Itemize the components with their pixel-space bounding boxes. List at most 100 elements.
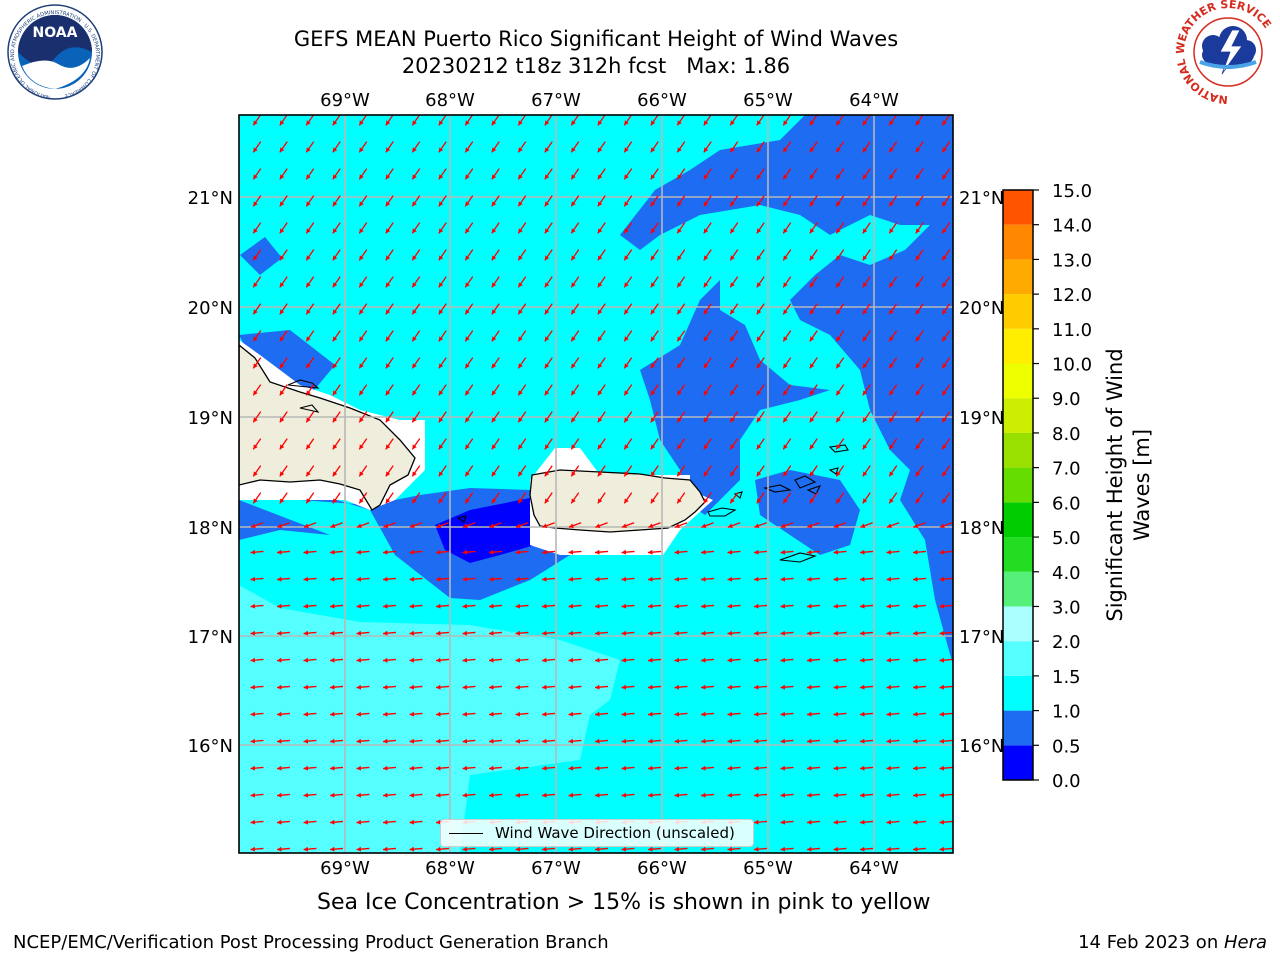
wave-direction-arrow: [915, 195, 924, 207]
wave-direction-arrow: [862, 465, 871, 477]
wave-direction-arrow: [676, 249, 686, 261]
wave-direction-arrow: [305, 115, 315, 126]
wave-direction-arrow: [279, 303, 288, 315]
wave-direction-arrow: [727, 738, 741, 744]
wave-direction-arrow: [621, 684, 635, 690]
colorbar-swatch: [1003, 467, 1033, 503]
wave-direction-arrow: [650, 438, 659, 450]
wave-direction-arrow: [385, 141, 394, 153]
wave-direction-arrow: [915, 384, 924, 396]
wave-direction-arrow: [462, 657, 476, 663]
wave-direction-arrow: [674, 846, 688, 852]
lon-label-top: 65°W: [743, 90, 793, 111]
wave-direction-arrow: [358, 411, 368, 423]
wave-direction-arrow: [305, 141, 315, 153]
wave-direction-arrow: [650, 195, 659, 207]
wave-direction-arrow: [358, 195, 368, 207]
lat-label-left: 18°N: [188, 518, 233, 539]
wave-direction-arrow: [753, 792, 768, 798]
wave-direction-arrow: [385, 115, 394, 126]
wave-direction-arrow: [332, 276, 341, 288]
wave-direction-arrow: [806, 657, 821, 663]
wave-direction-arrow: [438, 222, 447, 234]
wave-direction-arrow: [409, 522, 423, 528]
wave-direction-arrow: [835, 438, 845, 450]
wave-direction-arrow: [385, 303, 394, 315]
wave-direction-arrow: [782, 330, 792, 342]
wave-direction-arrow: [411, 438, 421, 450]
wave-direction-arrow: [570, 222, 580, 234]
wave-direction-arrow: [939, 576, 953, 582]
wave-direction-arrow: [859, 765, 874, 771]
wave-direction-arrow: [385, 492, 394, 504]
wave-direction-arrow: [570, 492, 580, 504]
wave-direction-arrow: [332, 438, 341, 450]
wave-direction-arrow: [782, 384, 792, 396]
wave-direction-arrow: [279, 222, 288, 234]
wave-direction-arrow: [727, 792, 741, 798]
lat-label-left: 17°N: [188, 627, 233, 648]
wave-direction-arrow: [517, 249, 527, 261]
wave-direction-arrow: [623, 465, 633, 477]
wave-direction-arrow: [462, 522, 476, 528]
wave-direction-arrow: [252, 141, 262, 153]
wave-direction-arrow: [859, 603, 874, 609]
wave-direction-arrow: [597, 115, 606, 126]
wave-direction-arrow: [888, 465, 898, 477]
title-line-1: GEFS MEAN Puerto Rico Significant Height…: [293, 27, 899, 51]
wave-direction-arrow: [568, 711, 582, 717]
wave-direction-arrow: [303, 522, 317, 528]
wave-direction-arrow: [517, 492, 527, 504]
wave-direction-arrow: [541, 603, 556, 609]
wave-direction-arrow: [756, 141, 765, 153]
wave-direction-arrow: [435, 657, 450, 663]
wave-direction-arrow: [597, 276, 606, 288]
wave-direction-arrow: [303, 819, 317, 825]
wave-direction-arrow: [517, 465, 527, 477]
wave-band-1.5-2.0: [239, 585, 620, 853]
wave-direction-arrow: [462, 630, 476, 636]
wave-direction-arrow: [332, 357, 341, 369]
latitude-labels-left: 21°N 20°N 19°N 18°N 17°N 16°N: [188, 188, 233, 757]
wave-direction-arrow: [382, 684, 397, 690]
wave-direction-arrow: [544, 249, 553, 261]
wave-direction-arrow: [250, 738, 264, 744]
wave-direction-arrow: [886, 576, 900, 582]
wave-direction-arrow: [886, 819, 900, 825]
colorbar-tick-label: 0.0: [1052, 771, 1081, 792]
credit-machine: Hera: [1223, 932, 1267, 953]
wave-direction-arrow: [912, 549, 927, 555]
credit-date: 14 Feb 2023 on Hera: [1078, 932, 1267, 953]
wave-direction-arrow: [570, 141, 580, 153]
sea-ice-note: Sea Ice Concentration > 15% is shown in …: [317, 890, 931, 915]
colorbar-tick-label: 14.0: [1052, 216, 1092, 237]
wave-direction-arrow: [305, 357, 315, 369]
wave-direction-arrow: [332, 195, 341, 207]
wave-direction-arrow: [305, 303, 315, 315]
wave-direction-arrow: [597, 492, 606, 504]
wave-direction-arrow: [623, 141, 633, 153]
colorbar-tick-label: 12.0: [1052, 285, 1092, 306]
wave-direction-arrow: [411, 384, 421, 396]
wave-direction-arrow: [809, 249, 818, 261]
wave-direction-arrow: [276, 819, 291, 825]
wave-direction-arrow: [252, 168, 262, 180]
wave-direction-arrow: [621, 549, 635, 555]
wave-direction-arrow: [570, 195, 580, 207]
wave-direction-arrow: [941, 465, 951, 477]
wave-direction-arrow: [329, 657, 344, 663]
wave-direction-arrow: [491, 357, 500, 369]
wave-direction-arrow: [279, 330, 288, 342]
wave-direction-arrow: [939, 684, 953, 690]
wave-direction-arrow: [491, 384, 500, 396]
lon-label-top: 69°W: [320, 90, 370, 111]
wave-direction-arrow: [621, 738, 635, 744]
wave-direction-arrow: [859, 549, 874, 555]
wave-direction-arrow: [888, 492, 898, 504]
wave-direction-arrow: [411, 195, 421, 207]
wave-direction-arrow: [912, 657, 927, 663]
wave-direction-arrow: [594, 711, 609, 717]
wave-direction-arrow: [438, 168, 447, 180]
wave-direction-arrow: [915, 411, 924, 423]
wave-direction-arrow: [541, 549, 556, 555]
